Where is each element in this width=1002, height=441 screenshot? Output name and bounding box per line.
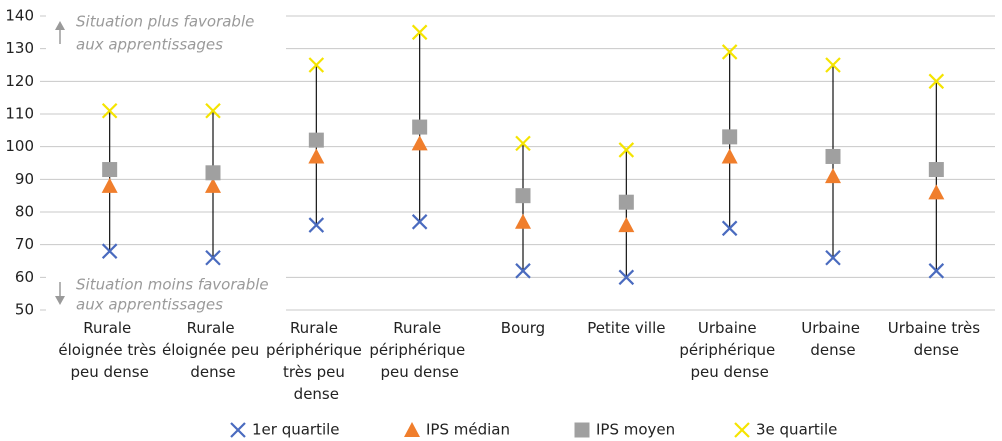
label-line: Rurale — [290, 319, 343, 337]
marker-triangle — [205, 177, 221, 193]
marker-triangle — [928, 184, 945, 200]
x-tick-label: Petite ville — [587, 319, 665, 337]
x-tick-label: Bourg — [501, 319, 545, 337]
label-line: dense — [810, 341, 855, 359]
marker-x — [101, 243, 118, 259]
marker-x — [101, 102, 118, 119]
label-line: peu dense — [381, 363, 459, 381]
marker-square — [574, 422, 590, 438]
marker-square — [102, 162, 118, 178]
x-tick-label: Rurale périphérique peu dense — [369, 319, 470, 381]
y-tick-label: 120 — [5, 72, 34, 90]
marker-x — [928, 263, 945, 279]
label-line: peu dense — [691, 363, 769, 381]
marker-triangle — [404, 422, 420, 437]
annotation: aux apprentissages — [76, 36, 223, 54]
marker-x — [618, 142, 635, 158]
legend-label: 3e quartile — [756, 421, 837, 439]
legend-label: 1er quartile — [252, 421, 340, 439]
label-line: Rurale — [83, 319, 136, 337]
label-line: Petite ville — [587, 319, 665, 337]
annotation: Situation moins favorable — [76, 276, 269, 294]
marker-square — [515, 188, 531, 204]
x-tick-label: Rurale éloignée très peu dense — [58, 319, 161, 381]
y-tick-label: 60 — [15, 268, 34, 286]
marker-x — [734, 422, 750, 438]
x-tick-label: Urbaine très dense — [888, 319, 985, 359]
marker-triangle — [825, 168, 841, 184]
y-tick-label: 80 — [15, 203, 34, 221]
marker-x — [411, 24, 428, 41]
x-tick-label: Rurale périphérique très peu dense — [266, 319, 367, 403]
marker-triangle — [101, 177, 118, 193]
marker-x — [515, 135, 531, 152]
y-tick-label: 110 — [5, 105, 34, 123]
label-line: Bourg — [501, 319, 545, 337]
annotation-bg — [46, 273, 286, 317]
marker-square — [722, 129, 738, 145]
y-tick-label: 130 — [5, 39, 34, 57]
label-line: Urbaine — [801, 319, 865, 337]
marker-x — [205, 102, 221, 119]
annotation: Situation plus favorable — [76, 13, 254, 31]
label-line: éloignée très — [58, 341, 161, 359]
marker-triangle — [308, 148, 325, 164]
label-line: Rurale — [187, 319, 240, 337]
label-line: Rurale — [393, 319, 446, 337]
label-line: dense — [914, 341, 959, 359]
y-tick-label: 90 — [15, 170, 34, 188]
marker-square — [205, 165, 221, 181]
y-tick-label: 140 — [5, 7, 34, 25]
label-line: périphérique — [679, 341, 780, 359]
marker-x — [825, 57, 841, 73]
label-line: périphérique — [266, 341, 367, 359]
marker-x — [205, 249, 221, 266]
y-tick-label: 50 — [15, 301, 34, 319]
label-line: périphérique — [369, 341, 470, 359]
label-line: très peu — [283, 363, 350, 381]
marker-square — [928, 162, 944, 178]
y-tick-label: 100 — [5, 137, 34, 155]
arrow-head — [55, 21, 65, 30]
label-line: éloignée peu — [162, 341, 264, 359]
legend-label: IPS moyen — [596, 421, 675, 439]
marker-square — [308, 132, 324, 148]
y-tick-label: 70 — [15, 235, 34, 253]
marker-x — [721, 44, 738, 60]
marker-x — [721, 220, 738, 237]
marker-triangle — [515, 213, 531, 229]
marker-x — [825, 249, 841, 266]
x-tick-label: Urbaine dense — [801, 319, 865, 359]
marker-x — [411, 214, 428, 230]
marker-square — [412, 119, 428, 135]
label-line: peu dense — [71, 363, 149, 381]
marker-square — [825, 148, 841, 164]
marker-x — [230, 422, 246, 438]
legend-label: IPS médian — [426, 421, 510, 439]
label-line: Urbaine très — [888, 319, 985, 337]
x-tick-label: Rurale éloignée peu dense — [162, 319, 264, 381]
label-line: Urbaine — [698, 319, 762, 337]
marker-triangle — [411, 135, 428, 151]
annotation: aux apprentissages — [76, 296, 223, 314]
x-tick-label: Urbaine périphérique peu dense — [679, 319, 780, 381]
marker-x — [928, 73, 945, 90]
marker-x — [618, 269, 635, 286]
label-line: dense — [190, 363, 235, 381]
label-line: dense — [294, 385, 339, 403]
marker-x — [515, 263, 531, 279]
marker-triangle — [721, 148, 738, 164]
marker-x — [308, 57, 325, 73]
arrow-head — [55, 296, 65, 305]
marker-triangle — [618, 217, 635, 233]
annotation-bg — [46, 10, 286, 57]
marker-x — [308, 217, 325, 233]
marker-square — [618, 194, 634, 210]
